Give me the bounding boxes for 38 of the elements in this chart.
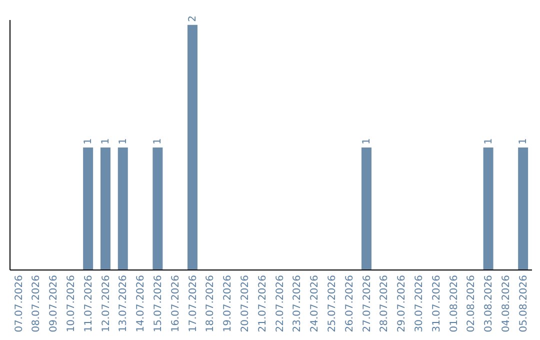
- data-label: 1: [83, 138, 94, 144]
- x-tick-label: 14.07.2026: [136, 275, 147, 332]
- x-tick-label: 15.07.2026: [153, 275, 164, 332]
- x-tick-label: 27.07.2026: [362, 275, 373, 332]
- x-tick-label: 05.08.2026: [518, 275, 530, 332]
- x-tick-label: 17.07.2026: [188, 275, 199, 332]
- x-tick-label: 19.07.2026: [222, 275, 234, 332]
- x-tick-label: 24.07.2026: [310, 275, 321, 332]
- data-label: 1: [152, 138, 164, 144]
- data-label: 1: [100, 138, 112, 144]
- x-tick-label: 03.08.2026: [484, 275, 495, 332]
- data-label: 1: [118, 138, 129, 144]
- x-tick-label: 08.07.2026: [31, 275, 42, 332]
- data-label: 1: [518, 138, 530, 144]
- x-tick-label: 16.07.2026: [170, 275, 182, 332]
- x-tick-label: 10.07.2026: [66, 275, 77, 332]
- x-tick-label: 31.07.2026: [431, 275, 442, 332]
- x-tick-label: 23.07.2026: [292, 275, 304, 332]
- x-tick-label: 26.07.2026: [344, 275, 356, 332]
- x-tick-label: 22.07.2026: [274, 275, 286, 332]
- x-tick-label: 01.08.2026: [448, 275, 460, 332]
- x-tick-label: 21.07.2026: [257, 275, 268, 332]
- x-tick-label: 18.07.2026: [205, 275, 216, 332]
- x-tick-label: 11.07.2026: [83, 275, 94, 332]
- data-label: 2: [187, 16, 198, 22]
- x-tick-label: 25.07.2026: [327, 275, 338, 332]
- data-label: 1: [361, 138, 372, 144]
- x-tick-label: 02.08.2026: [466, 275, 478, 332]
- x-tick-label: 29.07.2026: [396, 275, 408, 332]
- x-tick-label: 28.07.2026: [379, 275, 390, 332]
- x-tick-label: 12.07.2026: [100, 275, 112, 332]
- x-tick-label: 09.07.2026: [48, 275, 60, 332]
- x-tick-label: 30.07.2026: [414, 275, 425, 332]
- x-tick-label: 20.07.2026: [240, 275, 251, 332]
- x-tick-label: 13.07.2026: [118, 275, 130, 332]
- data-label: 1: [483, 138, 494, 144]
- x-tick-label: 07.07.2026: [14, 275, 25, 332]
- x-tick-label: 04.08.2026: [501, 275, 512, 332]
